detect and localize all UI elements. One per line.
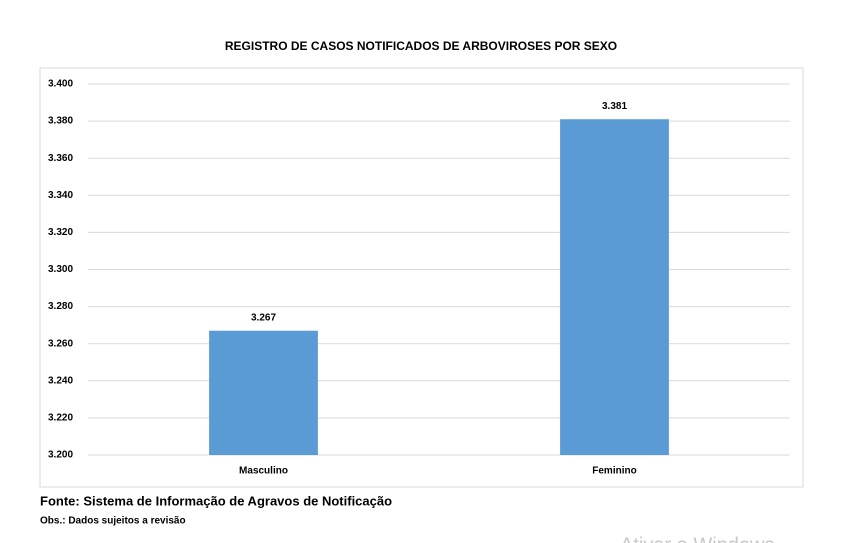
bar — [209, 330, 318, 455]
value-label: 3.267 — [251, 312, 276, 323]
chart-title: REGISTRO DE CASOS NOTIFICADOS DE ARBOVIR… — [225, 39, 617, 53]
y-tick-label: 3.400 — [48, 79, 73, 90]
chart-border — [39, 67, 804, 488]
y-tick-label: 3.200 — [48, 450, 73, 461]
y-tick-label: 3.340 — [48, 190, 73, 201]
y-tick-label: 3.360 — [48, 153, 73, 164]
x-tick-label: Masculino — [239, 466, 288, 477]
y-tick-label: 3.260 — [48, 338, 73, 349]
value-label: 3.381 — [602, 101, 627, 112]
note: Obs.: Dados sujeitos a revisão — [40, 516, 186, 527]
y-tick-label: 3.300 — [48, 264, 73, 275]
y-tick-label: 3.240 — [48, 375, 73, 386]
y-tick-label: 3.380 — [48, 116, 73, 127]
y-tick-label: 3.320 — [48, 227, 73, 238]
bar — [560, 119, 669, 456]
watermark: Ativar o Windows — [620, 534, 775, 543]
x-tick-label: Feminino — [592, 466, 636, 477]
source: Fonte: Sistema de Informação de Agravos … — [40, 493, 392, 508]
y-tick-label: 3.220 — [48, 413, 73, 424]
y-tick-label: 3.280 — [48, 301, 73, 312]
